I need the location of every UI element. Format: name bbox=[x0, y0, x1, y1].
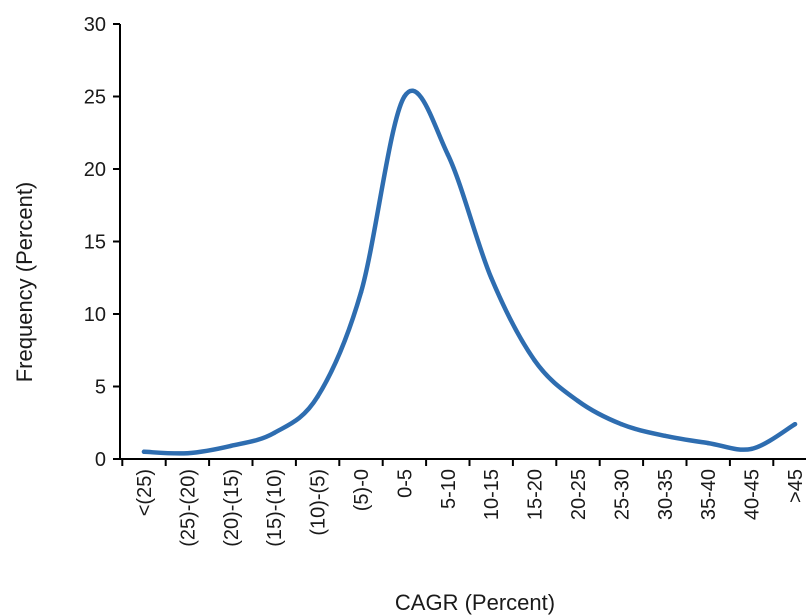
x-tick-label: (10)-(5) bbox=[308, 469, 330, 536]
x-tick-label: (5)-0 bbox=[351, 469, 373, 511]
x-axis-ticks: <(25) (25)-(20) (20)-(15) (15)-(10) (10)-(5)… bbox=[122, 459, 807, 547]
y-axis-ticks: 0 5 10 15 20 25 30 bbox=[84, 14, 120, 471]
x-tick-label: 40-45 bbox=[742, 469, 764, 520]
data-point bbox=[229, 444, 233, 448]
data-point bbox=[359, 290, 363, 294]
y-tick-label: 25 bbox=[84, 87, 106, 109]
x-axis-title: CAGR (Percent) bbox=[395, 590, 555, 615]
y-tick-label: 10 bbox=[84, 304, 106, 326]
x-tick-label: (15)-(10) bbox=[264, 469, 286, 547]
data-point bbox=[272, 431, 276, 435]
x-tick-label: 20-25 bbox=[568, 469, 590, 520]
x-tick-label: 15-20 bbox=[525, 469, 547, 520]
x-tick-label: (20)-(15) bbox=[221, 469, 243, 547]
series-layer bbox=[142, 91, 797, 456]
data-point bbox=[619, 422, 623, 426]
data-point bbox=[402, 94, 406, 98]
x-tick-label: 30-35 bbox=[655, 469, 677, 520]
data-point bbox=[793, 422, 797, 426]
data-point bbox=[489, 276, 493, 280]
data-point bbox=[142, 450, 146, 454]
data-point bbox=[315, 394, 319, 398]
x-tick-label: <(25) bbox=[134, 469, 156, 516]
x-tick-label: >45 bbox=[785, 469, 807, 503]
data-point bbox=[576, 399, 580, 403]
data-point bbox=[446, 152, 450, 156]
x-tick-label: 10-15 bbox=[481, 469, 503, 520]
data-point bbox=[532, 358, 536, 362]
y-tick-label: 20 bbox=[84, 159, 106, 181]
data-point bbox=[185, 451, 189, 455]
data-point bbox=[749, 447, 753, 451]
data-point bbox=[663, 434, 667, 438]
y-axis-title: Frequency (Percent) bbox=[12, 182, 37, 383]
x-tick-label: 35-40 bbox=[698, 469, 720, 520]
x-tick-label: 0-5 bbox=[394, 469, 416, 498]
series-line-0 bbox=[144, 91, 795, 454]
y-tick-label: 0 bbox=[95, 449, 106, 471]
x-tick-label: 5-10 bbox=[438, 469, 460, 509]
y-tick-label: 30 bbox=[84, 14, 106, 36]
x-tick-label: (25)-(20) bbox=[177, 469, 199, 547]
y-tick-label: 5 bbox=[95, 377, 106, 399]
data-point bbox=[706, 441, 710, 445]
y-tick-label: 15 bbox=[84, 232, 106, 254]
x-tick-label: 25-30 bbox=[611, 469, 633, 520]
